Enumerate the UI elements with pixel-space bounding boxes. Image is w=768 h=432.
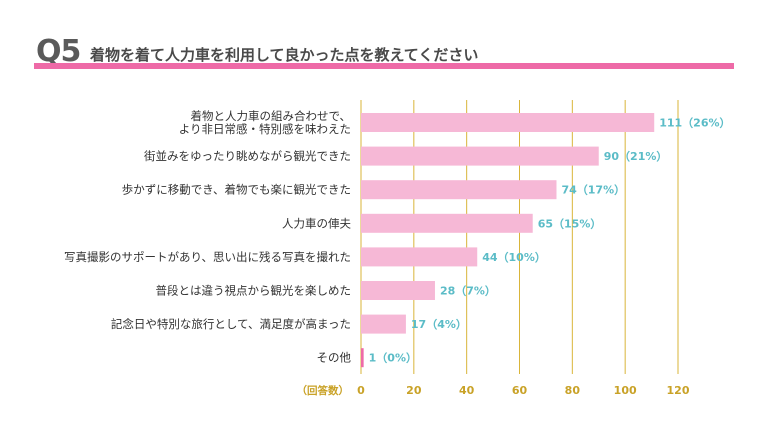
value-label: 44（10%） bbox=[482, 251, 546, 264]
category-label: 記念日や特別な旅行として、満足度が高まった bbox=[111, 317, 351, 331]
category-label: 普段とは違う視点から観光を楽しめた bbox=[156, 284, 352, 298]
category-label: 街並みをゆったり眺めながら観光できた bbox=[144, 149, 351, 163]
x-axis-unit-label: （回答数） bbox=[297, 384, 350, 397]
category-label: 写真撮影のサポートがあり、思い出に残る写真を撮れた bbox=[64, 250, 351, 264]
x-tick-label: 40 bbox=[459, 384, 475, 397]
title-underline bbox=[34, 63, 734, 69]
category-label: 歩かずに移動でき、着物でも楽に観光できた bbox=[122, 183, 351, 197]
value-label: 111（26%） bbox=[659, 117, 730, 130]
category-label: 着物と人力車の組み合わせで、 bbox=[190, 109, 351, 123]
bar bbox=[361, 314, 406, 334]
value-label: 74（17%） bbox=[561, 184, 625, 197]
category-label: より非日常感・特別感を味わえた bbox=[179, 122, 351, 136]
x-tick-label: 100 bbox=[614, 384, 637, 397]
x-tick-label: 0 bbox=[357, 384, 365, 397]
question-title: 着物を着て人力車を利用して良かった点を教えてください bbox=[90, 46, 479, 64]
bar bbox=[361, 247, 478, 267]
category-label: 人力車の俥夫 bbox=[282, 216, 351, 230]
x-tick-label: 80 bbox=[565, 384, 581, 397]
x-tick-label: 120 bbox=[667, 384, 690, 397]
bar bbox=[361, 213, 533, 233]
value-label: 90（21%） bbox=[604, 150, 668, 163]
category-label: その他 bbox=[317, 351, 352, 365]
x-tick-label: 20 bbox=[406, 384, 422, 397]
bar bbox=[361, 180, 557, 200]
value-label: 17（4%） bbox=[411, 318, 467, 331]
bar bbox=[361, 281, 435, 300]
value-label: 28（7%） bbox=[440, 285, 496, 298]
bar bbox=[361, 146, 599, 166]
value-label: 1（0%） bbox=[369, 352, 417, 365]
x-tick-label: 60 bbox=[512, 384, 528, 397]
value-label: 65（15%） bbox=[538, 217, 602, 230]
bar bbox=[361, 348, 364, 368]
bar bbox=[361, 113, 655, 132]
